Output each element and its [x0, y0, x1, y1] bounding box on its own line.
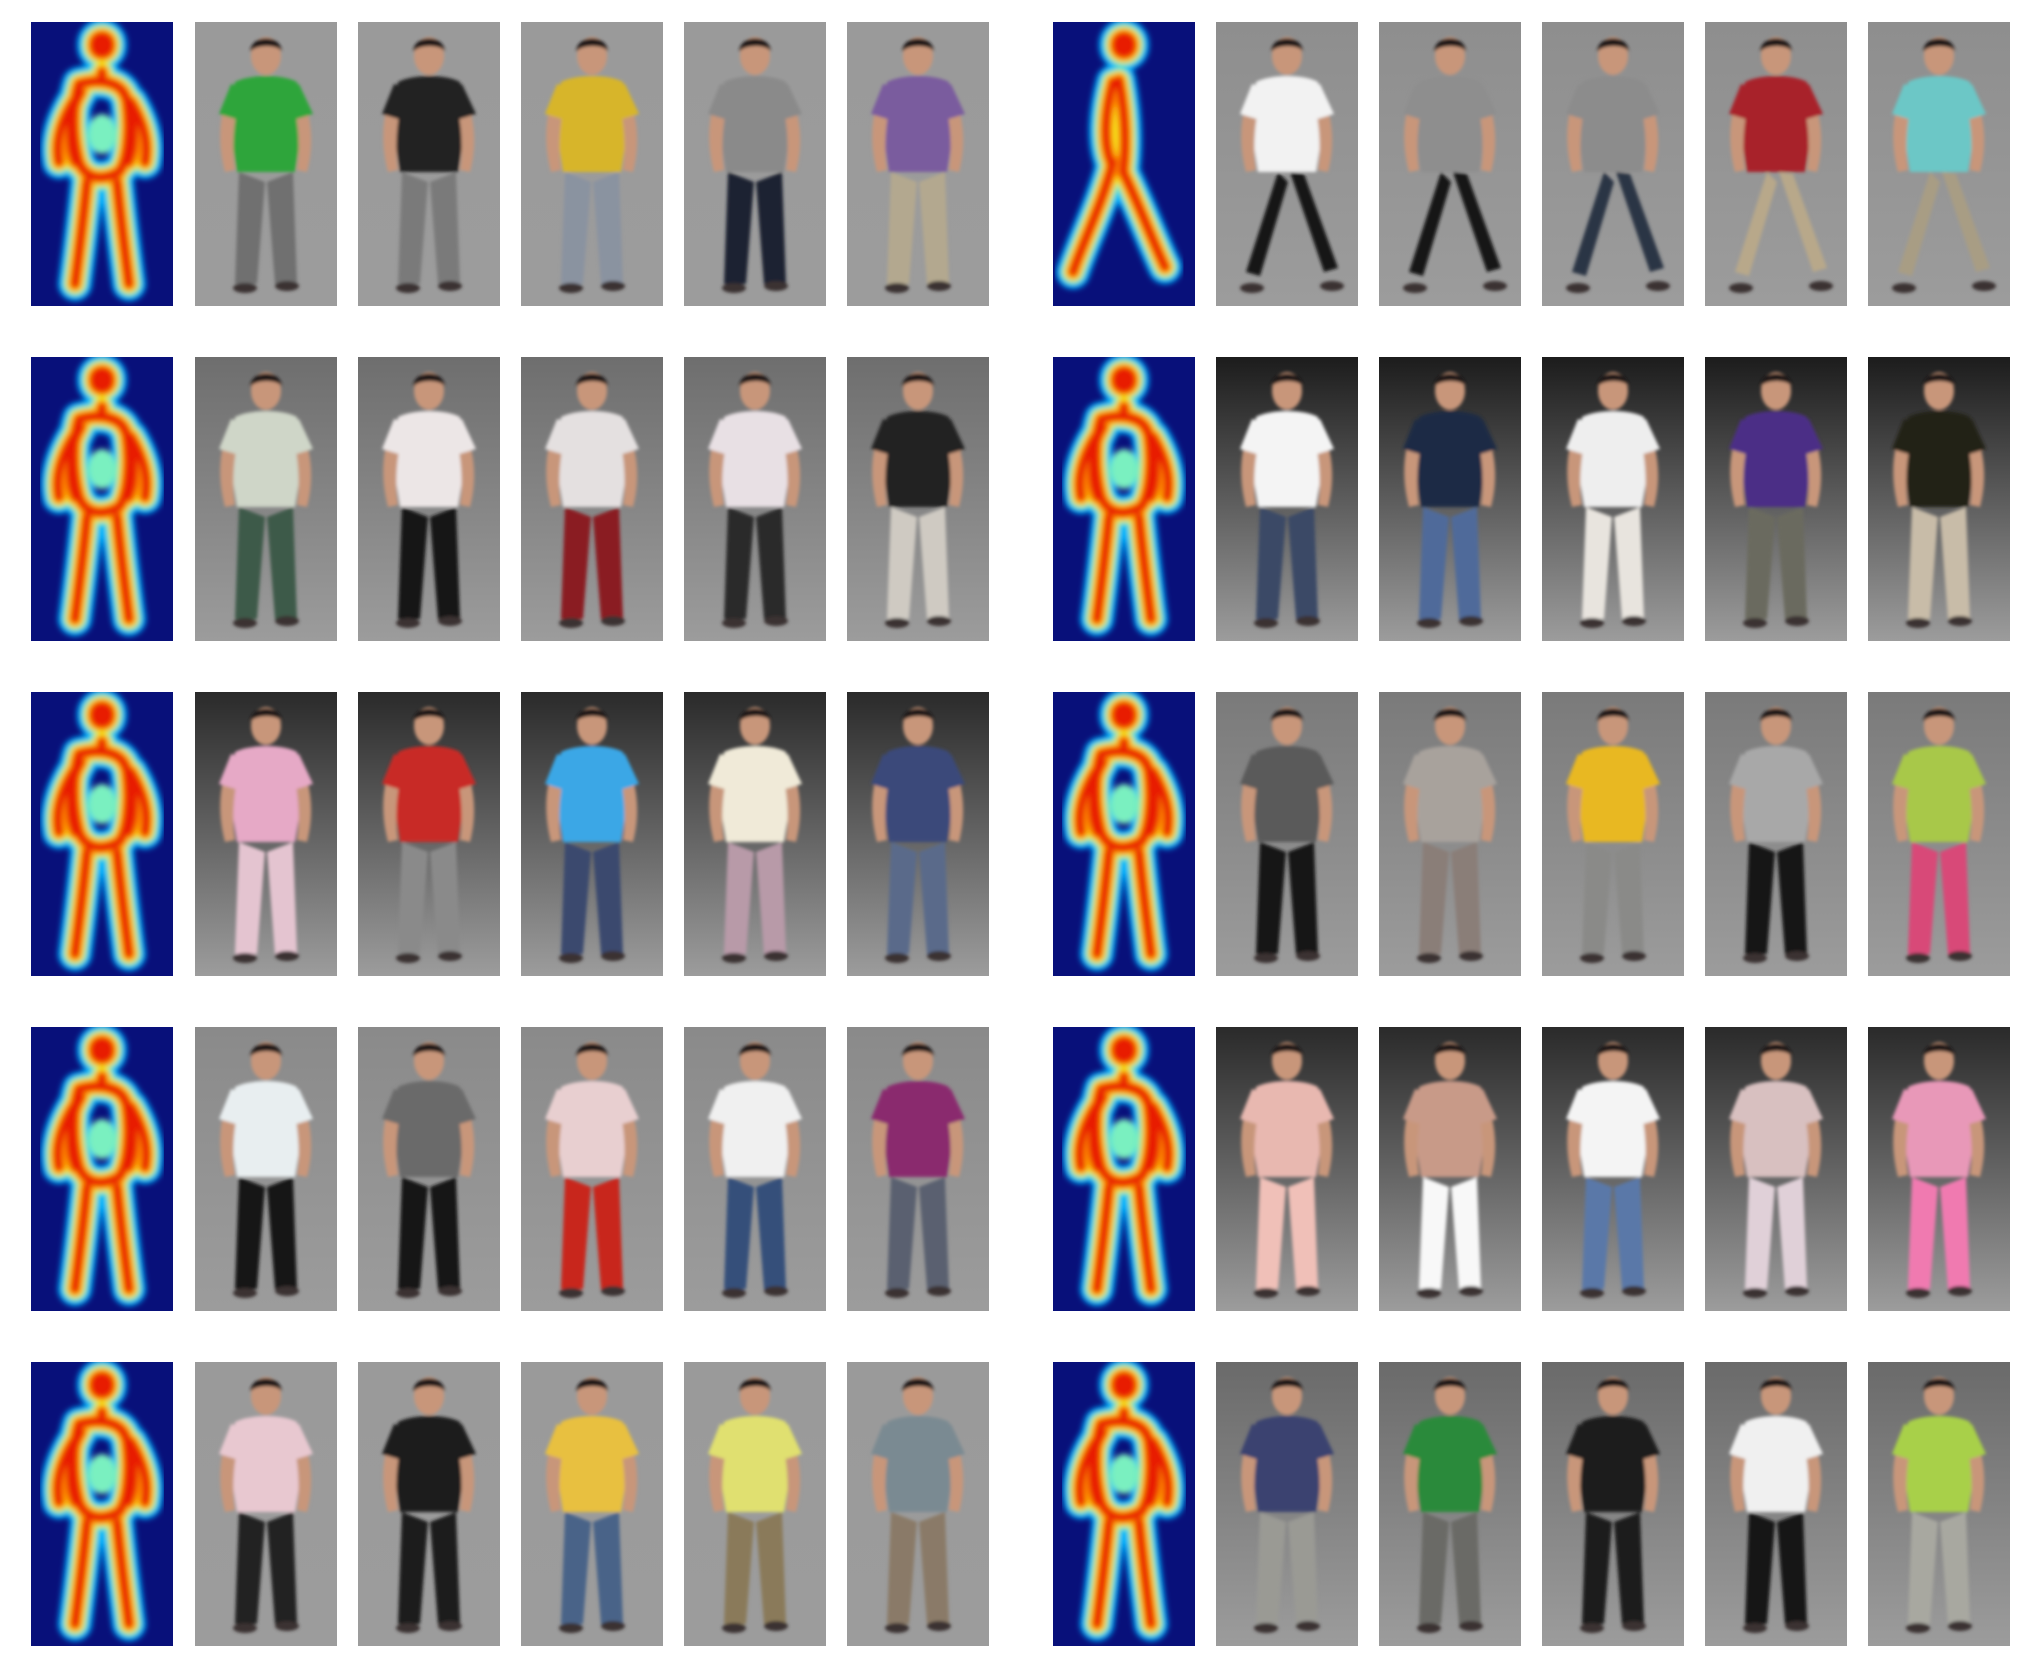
pose-heatmap	[31, 1027, 173, 1311]
generated-person-image	[1705, 1027, 1847, 1311]
generated-person-image	[1705, 357, 1847, 641]
generated-person-image	[684, 1027, 826, 1311]
generated-person-image	[521, 1362, 663, 1646]
generated-person-image	[1868, 1362, 2010, 1646]
generated-person-image	[684, 22, 826, 306]
generated-person-image	[358, 1027, 500, 1311]
generated-person-image	[1868, 1027, 2010, 1311]
generated-person-image	[358, 1362, 500, 1646]
generated-person-image	[1868, 692, 2010, 976]
generated-person-image	[195, 1027, 337, 1311]
generated-person-image	[195, 357, 337, 641]
pose-heatmap	[1053, 22, 1195, 306]
generated-person-image	[1216, 1027, 1358, 1311]
pose-heatmap	[1053, 692, 1195, 976]
generated-person-image	[847, 692, 989, 976]
generated-person-image	[521, 357, 663, 641]
generated-person-image	[1542, 1027, 1684, 1311]
pose-heatmap	[31, 22, 173, 306]
generated-person-image	[195, 692, 337, 976]
generated-person-image	[1216, 1362, 1358, 1646]
generated-person-image	[1379, 357, 1521, 641]
generated-person-image	[521, 22, 663, 306]
generated-person-image	[1542, 692, 1684, 976]
generated-person-image	[684, 692, 826, 976]
generated-person-image	[1705, 692, 1847, 976]
generated-person-image	[1216, 22, 1358, 306]
generated-person-image	[684, 357, 826, 641]
generated-person-image	[847, 357, 989, 641]
generated-person-image	[1379, 1362, 1521, 1646]
generated-person-image	[1542, 357, 1684, 641]
generated-person-image	[847, 22, 989, 306]
generated-person-image	[1868, 357, 2010, 641]
generated-person-image	[684, 1362, 826, 1646]
generated-person-image	[1379, 22, 1521, 306]
generated-person-image	[1216, 357, 1358, 641]
generated-person-image	[195, 22, 337, 306]
pose-heatmap	[1053, 1362, 1195, 1646]
generated-person-image	[1379, 692, 1521, 976]
generated-person-image	[195, 1362, 337, 1646]
generated-person-image	[1705, 22, 1847, 306]
pose-heatmap	[31, 1362, 173, 1646]
generated-person-image	[1542, 22, 1684, 306]
generated-person-image	[1868, 22, 2010, 306]
generated-person-image	[1705, 1362, 1847, 1646]
generated-person-image	[358, 357, 500, 641]
generated-person-image	[358, 22, 500, 306]
generated-person-image	[847, 1027, 989, 1311]
generated-person-image	[521, 692, 663, 976]
pose-heatmap	[31, 357, 173, 641]
generated-person-image	[1216, 692, 1358, 976]
generated-person-image	[1379, 1027, 1521, 1311]
generated-person-image	[358, 692, 500, 976]
generated-person-image	[847, 1362, 989, 1646]
generated-person-image	[1542, 1362, 1684, 1646]
pose-heatmap	[1053, 357, 1195, 641]
generated-person-image	[521, 1027, 663, 1311]
pose-heatmap	[1053, 1027, 1195, 1311]
pose-heatmap	[31, 692, 173, 976]
